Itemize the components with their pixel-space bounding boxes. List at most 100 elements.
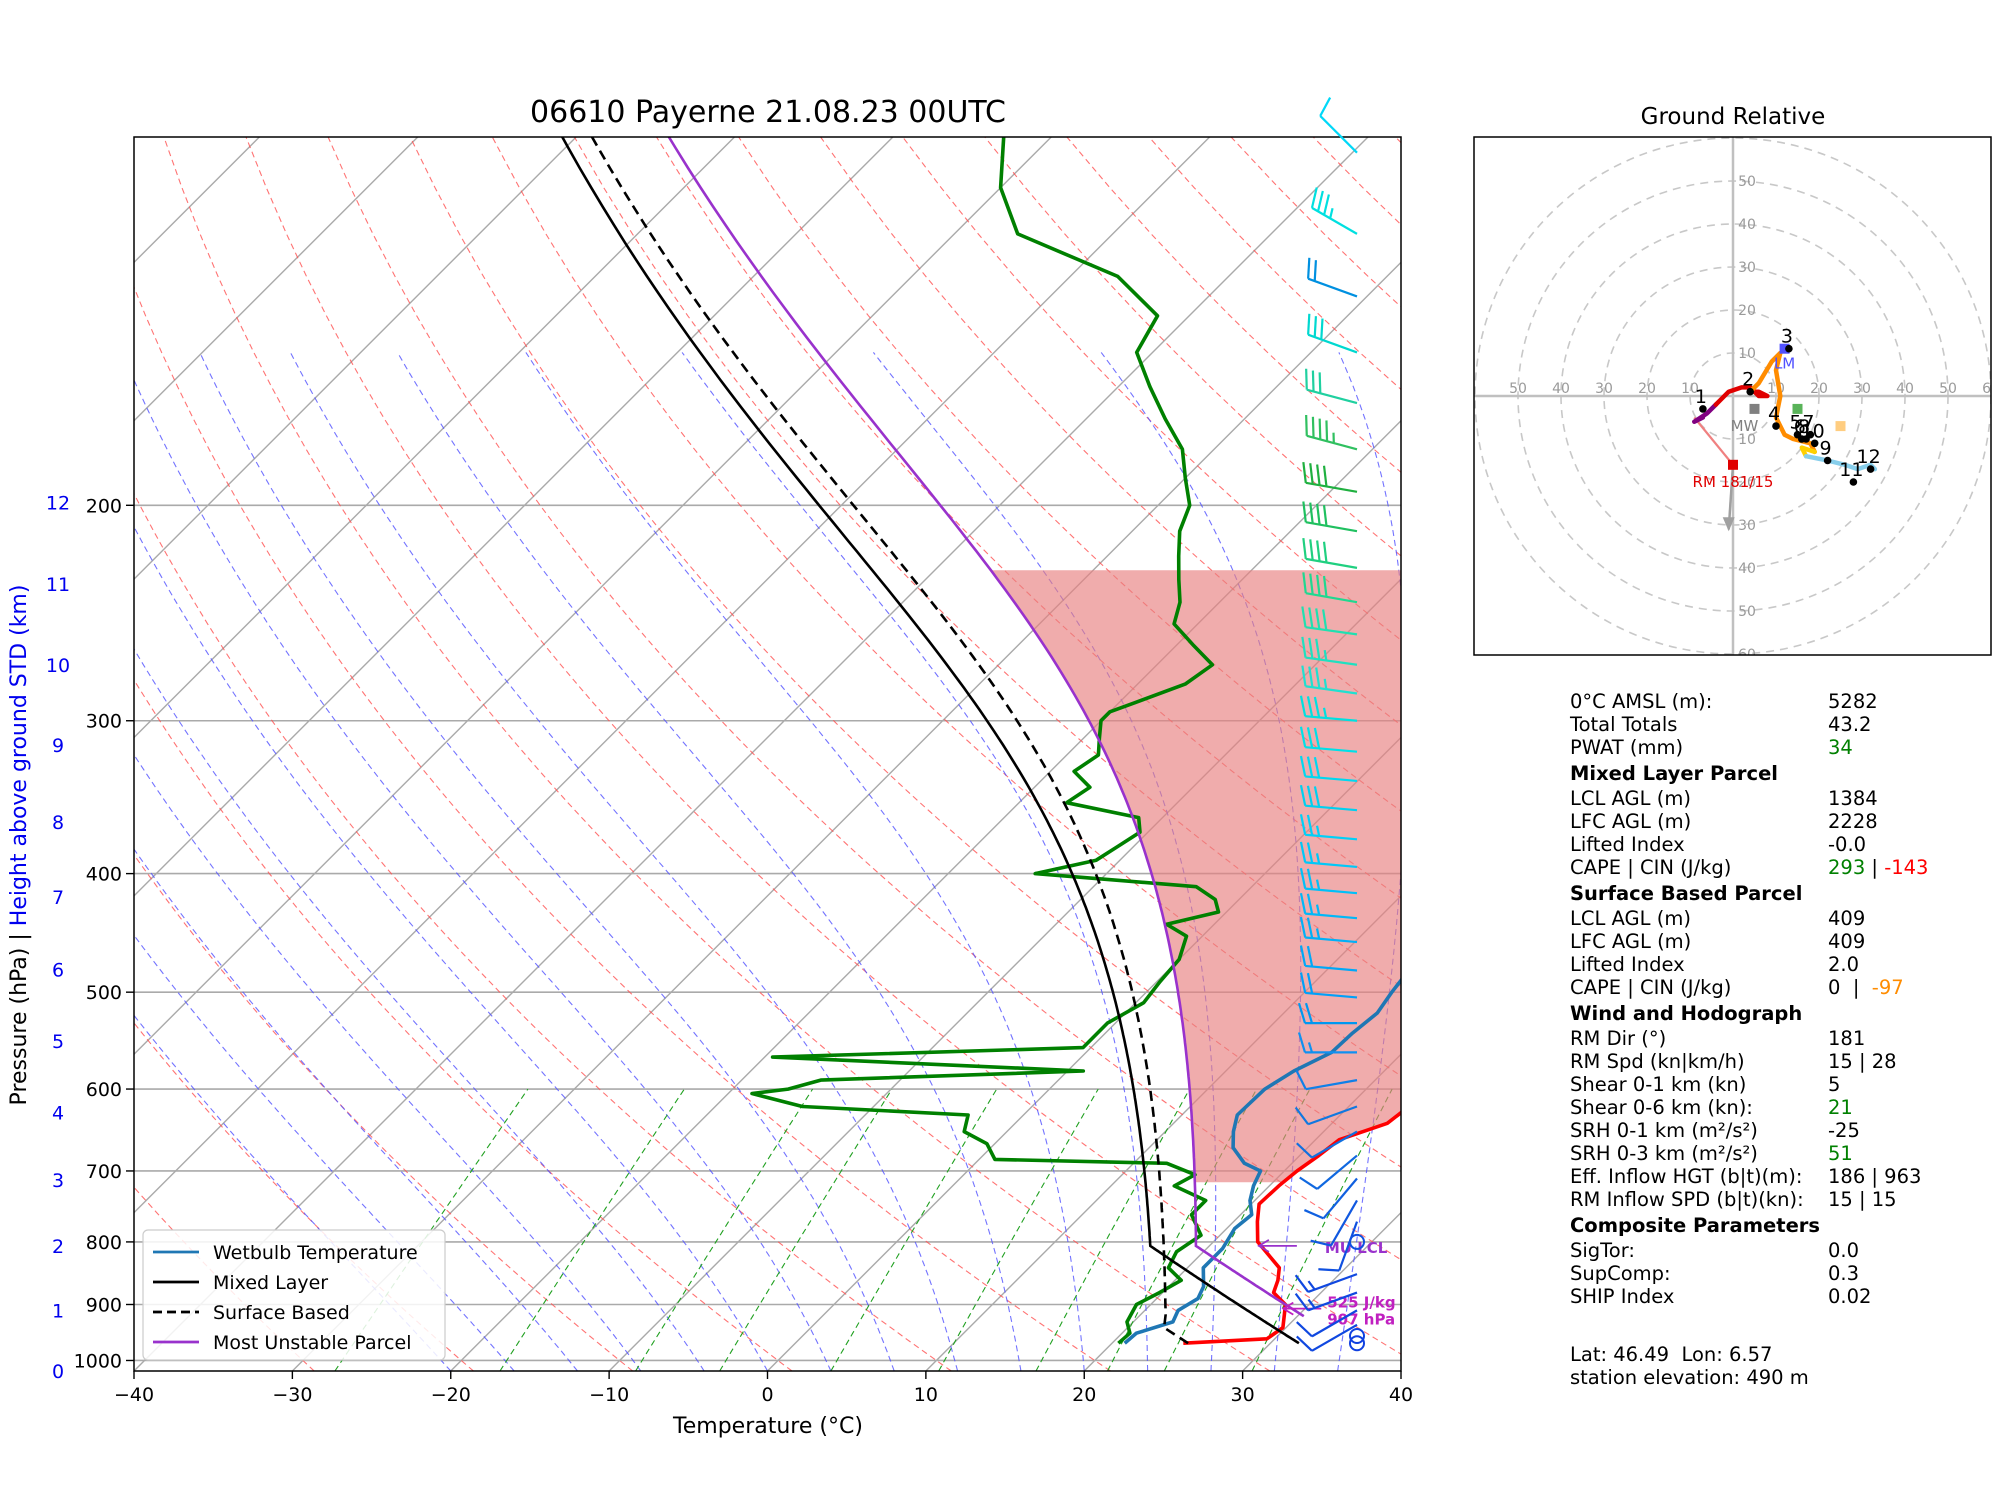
most-unstable-parcel-line [667, 137, 1305, 1318]
stat-row: Total Totals 43.2 [1570, 713, 1990, 736]
hodograph-axis-label: 30 [1738, 260, 1756, 276]
x-tick-label: 20 [1072, 1384, 1096, 1406]
height-tick-label: 8 [52, 812, 64, 834]
hodograph-axis-label: 30 [1738, 518, 1756, 534]
ml-label: LCL AGL (m) [1570, 787, 1691, 810]
wind-value: 15 | 28 [1828, 1050, 1897, 1073]
wind-row: Shear 0-6 km (kn): 21 [1570, 1096, 1990, 1119]
hodograph-axis-label: 50 [1939, 381, 1957, 397]
sb-heading: Surface Based Parcel [1570, 882, 1803, 905]
wind-barb [1303, 1177, 1358, 1220]
hodograph-marker [1749, 403, 1760, 414]
isotherm [134, 137, 419, 422]
isotherm [134, 137, 1211, 1214]
mu-cape-label: 525 J/kg [1327, 1294, 1395, 1312]
dry-adiabat [409, 137, 1401, 1168]
wind-barb [1297, 1032, 1357, 1054]
mixing-ratio-line [1251, 1088, 1393, 1371]
hodograph-trace [1799, 445, 1817, 459]
wind-label: RM Dir (°) [1570, 1027, 1667, 1050]
height-point [1802, 435, 1810, 443]
moist-adiabat [289, 352, 959, 1371]
height-point [1746, 387, 1754, 396]
wind-barb [1299, 784, 1358, 812]
isotherm [450, 419, 1401, 1371]
wind-row: RM Dir (°) 181 [1570, 1027, 1990, 1050]
wind-barb [1299, 867, 1358, 895]
wind-value: 21 [1828, 1096, 1853, 1119]
height-tick-label: 5 [52, 1031, 64, 1053]
hodograph-axis-label: 40 [1552, 381, 1570, 397]
hodograph-marker [1835, 421, 1846, 432]
moist-adiabat [199, 352, 895, 1371]
legend-entry: Most Unstable Parcel [213, 1332, 411, 1354]
y-axis-label-text: Pressure (hPa) | Height above ground STD… [7, 585, 32, 1106]
wind-barb [1299, 814, 1358, 841]
isotherm [291, 261, 1401, 1371]
dry-adiabat [134, 285, 1111, 1371]
stats-top: 0°C AMSL (m): 5282 Total Totals 43.2 PWAT (m… [1570, 690, 1990, 759]
wind-barb [1299, 945, 1358, 972]
composite-label: SigTor: [1570, 1239, 1635, 1262]
wind-row: Eff. Inflow HGT (b|t)(m): 186 | 963 [1570, 1165, 1990, 1188]
pressure-tick-label: 800 [86, 1232, 122, 1254]
x-tick-label: 10 [914, 1384, 938, 1406]
pressure-tick-label: 1000 [74, 1350, 122, 1372]
station-elevation: station elevation: 490 m [1570, 1366, 1809, 1389]
dry-adiabat [134, 492, 952, 1371]
wind-barb [1301, 606, 1358, 636]
sb-label: LCL AGL (m) [1570, 907, 1691, 930]
wind-barbs [1294, 97, 1365, 1352]
wind-barb [1305, 368, 1358, 405]
height-point-label: 10 [1801, 420, 1825, 442]
sb-cape-label: CAPE | CIN (J/kg) [1570, 976, 1732, 999]
wind-barb [1301, 636, 1358, 666]
calm-wind-circle [1349, 1328, 1365, 1345]
height-point-label: 11 [1839, 459, 1863, 481]
hodograph-axis-label: 20 [1738, 475, 1756, 491]
skewt-title: 06610 Payerne 21.08.23 00UTC [530, 95, 1006, 130]
wind-barb [1299, 972, 1358, 999]
moist-adiabat [134, 848, 578, 1371]
x-tick-label: −40 [114, 1384, 154, 1406]
hodograph-axis-label: 10 [1738, 346, 1756, 362]
composite-value: 0.02 [1828, 1285, 1872, 1308]
wind-barb [1310, 1199, 1358, 1247]
composite-row: SupComp: 0.3 [1570, 1262, 1990, 1285]
wind-row: Shear 0-1 km (kn) 5 [1570, 1073, 1990, 1096]
height-tick-label: 6 [52, 959, 64, 981]
height-point-label: 9 [1820, 438, 1832, 460]
isotherm [134, 137, 1052, 1056]
storm-motion-arrow-head [1722, 517, 1735, 532]
ml-heading: Mixed Layer Parcel [1570, 762, 1778, 785]
sb-sep: | [1840, 976, 1872, 999]
wind-label: SRH 0-3 km (m²/s²) [1570, 1142, 1758, 1165]
legend: Wetbulb Temperature Mixed Layer Surface Ba… [142, 1229, 446, 1361]
ml-value: 2228 [1828, 810, 1878, 833]
wind-value: 51 [1828, 1142, 1853, 1165]
isotherm [134, 137, 577, 581]
height-tick-label: 2 [52, 1236, 64, 1258]
dry-adiabat [573, 137, 1401, 988]
wind-barb [1302, 501, 1358, 533]
hodograph-marker-label: MW [1731, 417, 1759, 435]
moist-adiabat [134, 753, 642, 1371]
wetbulb-temperature-line [1123, 977, 1401, 1345]
x-tick-label: −10 [589, 1384, 629, 1406]
wind-barb [1307, 313, 1358, 354]
wind-barb [1301, 665, 1358, 695]
stat-value: 5282 [1828, 690, 1878, 713]
calm-wind-circle [1349, 1335, 1365, 1352]
hodograph-axis-label: 50 [1509, 381, 1527, 397]
cape-shading [990, 570, 1401, 1183]
hodograph-marker [1792, 403, 1803, 414]
moist-adiabat [525, 352, 1085, 1371]
legend-entry: Surface Based [213, 1302, 350, 1324]
wind-barb [1299, 695, 1358, 722]
dry-adiabat [163, 137, 1271, 1371]
stat-label: Total Totals [1570, 713, 1678, 736]
wind-barb [1302, 461, 1358, 493]
height-point-label: 2 [1742, 369, 1754, 391]
pressure-tick-label: 300 [86, 711, 122, 733]
height-point [1699, 405, 1707, 413]
